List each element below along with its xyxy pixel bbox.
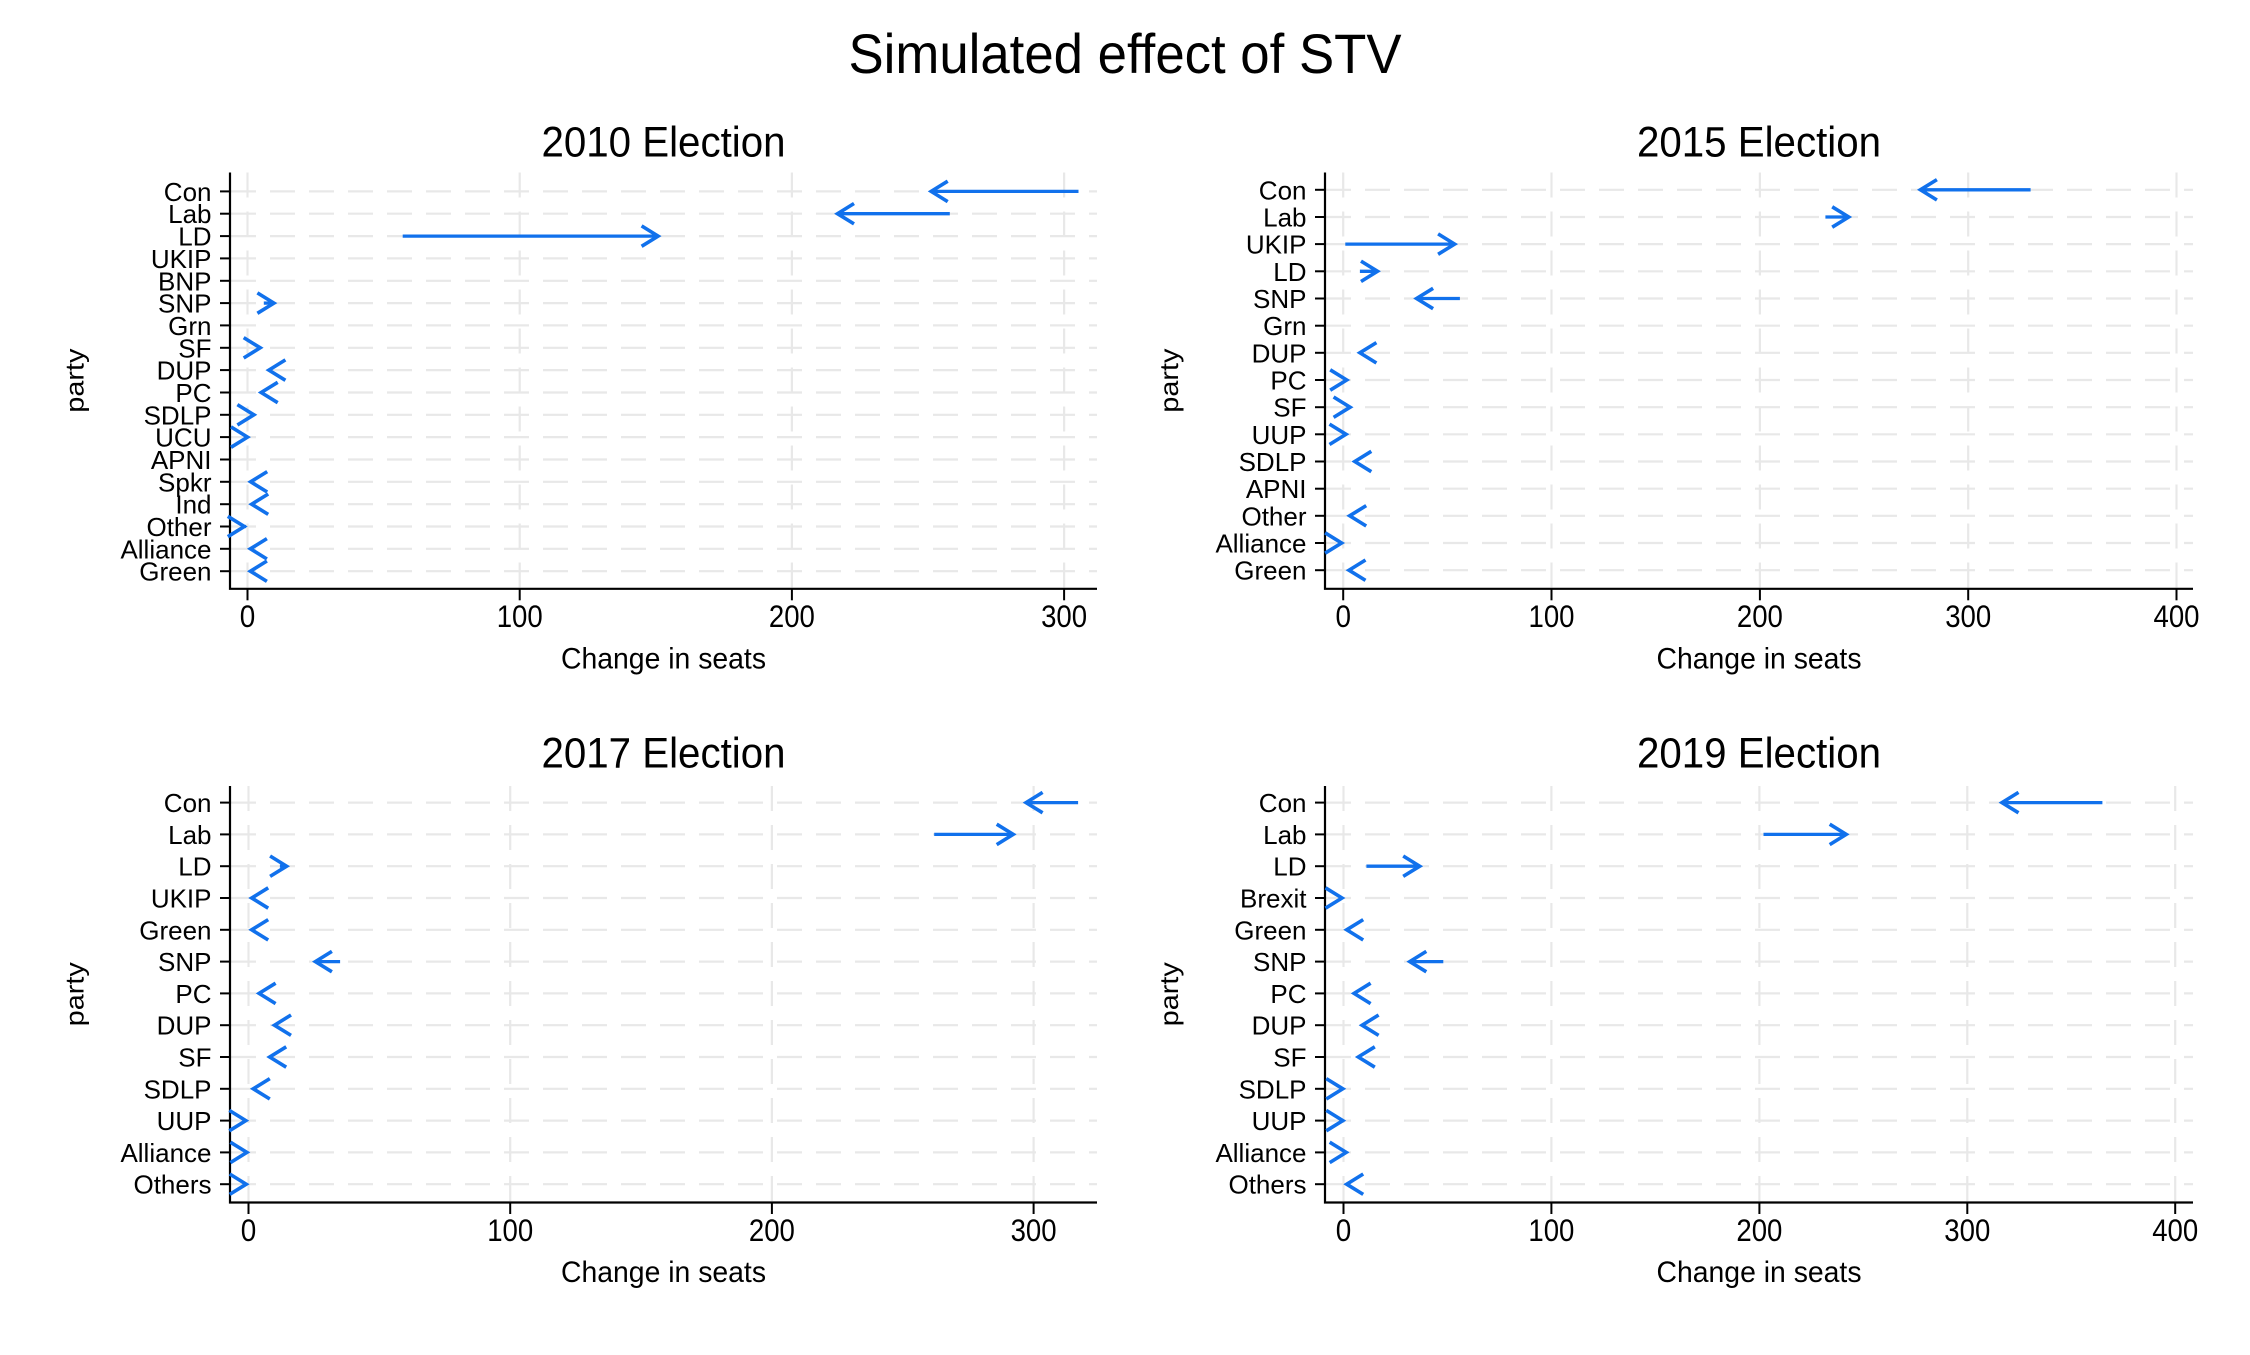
svg-text:UKIP: UKIP — [151, 884, 212, 914]
svg-text:Other: Other — [146, 512, 211, 542]
svg-text:Grn: Grn — [168, 311, 211, 341]
svg-text:SF: SF — [1273, 1043, 1306, 1073]
svg-text:SNP: SNP — [158, 289, 211, 319]
svg-text:Spkr: Spkr — [158, 467, 212, 497]
svg-text:Others: Others — [133, 1170, 211, 1200]
svg-text:300: 300 — [1041, 598, 1087, 634]
svg-text:Green: Green — [139, 915, 211, 945]
svg-text:SF: SF — [1273, 393, 1306, 423]
svg-text:Green: Green — [1234, 556, 1306, 586]
svg-text:Con: Con — [164, 177, 212, 207]
svg-text:100: 100 — [487, 1212, 533, 1248]
svg-text:200: 200 — [769, 598, 815, 634]
svg-text:300: 300 — [1945, 598, 1991, 634]
svg-text:Con: Con — [1259, 788, 1307, 818]
svg-text:2017 Election: 2017 Election — [542, 729, 786, 777]
svg-text:Others: Others — [1228, 1170, 1306, 1200]
svg-text:200: 200 — [1737, 598, 1783, 634]
svg-text:SNP: SNP — [1253, 284, 1306, 314]
svg-text:PC: PC — [175, 378, 211, 408]
svg-text:400: 400 — [2154, 598, 2200, 634]
svg-text:LD: LD — [1273, 852, 1306, 882]
svg-text:2015 Election: 2015 Election — [1637, 119, 1881, 167]
svg-text:party: party — [59, 962, 89, 1026]
svg-text:Brexit: Brexit — [1240, 884, 1307, 914]
svg-text:LD: LD — [178, 222, 211, 252]
svg-text:SF: SF — [178, 1043, 211, 1073]
svg-text:LD: LD — [178, 852, 211, 882]
svg-text:UUP: UUP — [1252, 420, 1307, 450]
svg-text:LD: LD — [1273, 257, 1306, 287]
svg-text:Lab: Lab — [168, 199, 211, 229]
svg-text:UUP: UUP — [157, 1106, 212, 1136]
svg-text:Grn: Grn — [1263, 311, 1306, 341]
svg-text:Con: Con — [164, 788, 212, 818]
svg-text:200: 200 — [749, 1212, 795, 1248]
svg-text:SNP: SNP — [1253, 947, 1306, 977]
svg-text:Alliance: Alliance — [1215, 1138, 1306, 1168]
svg-text:UCU: UCU — [155, 423, 211, 453]
svg-text:UUP: UUP — [1252, 1106, 1307, 1136]
svg-text:Lab: Lab — [1263, 203, 1306, 233]
svg-text:PC: PC — [1270, 366, 1306, 396]
svg-text:400: 400 — [2152, 1212, 2198, 1248]
svg-text:party: party — [1154, 349, 1184, 413]
svg-text:SDLP: SDLP — [144, 400, 212, 430]
svg-text:BNP: BNP — [158, 266, 211, 296]
svg-text:APNI: APNI — [151, 445, 212, 475]
svg-text:PC: PC — [1270, 979, 1306, 1009]
svg-text:DUP: DUP — [1252, 338, 1307, 368]
svg-text:200: 200 — [1736, 1212, 1782, 1248]
svg-text:0: 0 — [1336, 1212, 1352, 1248]
svg-text:Ind: Ind — [175, 490, 211, 520]
svg-text:100: 100 — [1529, 598, 1575, 634]
svg-text:DUP: DUP — [157, 1011, 212, 1041]
svg-text:Alliance: Alliance — [120, 534, 211, 564]
svg-text:0: 0 — [1335, 598, 1351, 634]
svg-text:100: 100 — [497, 598, 543, 634]
svg-text:Lab: Lab — [168, 820, 211, 850]
svg-text:Change in seats: Change in seats — [1657, 1256, 1862, 1289]
svg-text:Other: Other — [1241, 501, 1306, 531]
svg-text:Green: Green — [1234, 915, 1306, 945]
svg-text:SF: SF — [178, 333, 211, 363]
svg-text:SNP: SNP — [158, 947, 211, 977]
svg-text:0: 0 — [241, 1212, 257, 1248]
svg-text:SDLP: SDLP — [144, 1074, 212, 1104]
svg-text:party: party — [59, 349, 89, 413]
svg-text:Change in seats: Change in seats — [1657, 642, 1862, 675]
svg-text:DUP: DUP — [1252, 1011, 1307, 1041]
svg-text:SDLP: SDLP — [1239, 1074, 1307, 1104]
svg-text:SDLP: SDLP — [1239, 447, 1307, 477]
svg-text:300: 300 — [1944, 1212, 1990, 1248]
svg-text:APNI: APNI — [1246, 474, 1307, 504]
svg-text:Change in seats: Change in seats — [561, 642, 766, 675]
svg-text:party: party — [1154, 962, 1184, 1026]
svg-text:300: 300 — [1011, 1212, 1057, 1248]
svg-text:Lab: Lab — [1263, 820, 1306, 850]
svg-text:Alliance: Alliance — [120, 1138, 211, 1168]
svg-text:Alliance: Alliance — [1215, 529, 1306, 559]
svg-text:PC: PC — [175, 979, 211, 1009]
svg-text:100: 100 — [1528, 1212, 1574, 1248]
svg-text:Con: Con — [1259, 175, 1307, 205]
svg-text:2010 Election: 2010 Election — [542, 119, 786, 167]
svg-text:UKIP: UKIP — [1246, 230, 1307, 260]
svg-text:UKIP: UKIP — [151, 244, 212, 274]
svg-text:2019 Election: 2019 Election — [1637, 729, 1881, 777]
svg-text:Change in seats: Change in seats — [561, 1256, 766, 1289]
svg-text:Simulated effect of STV: Simulated effect of STV — [849, 22, 1403, 85]
svg-text:0: 0 — [240, 598, 256, 634]
svg-text:Green: Green — [139, 557, 211, 587]
svg-text:DUP: DUP — [157, 356, 212, 386]
